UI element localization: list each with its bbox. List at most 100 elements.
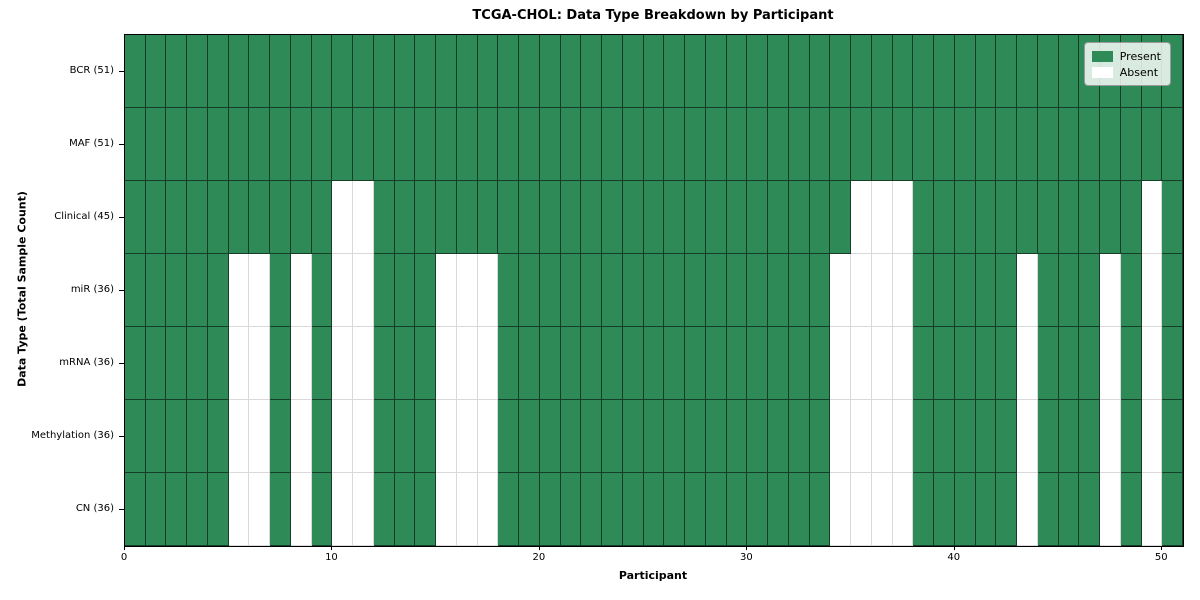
heatmap-cell — [539, 108, 561, 181]
heatmap-cell — [353, 108, 374, 181]
heatmap-cell — [602, 35, 623, 108]
heatmap-cell — [622, 108, 644, 181]
heatmap-cell — [830, 327, 852, 400]
heatmap-cell — [1141, 327, 1163, 400]
heatmap-cell — [1017, 35, 1038, 108]
heatmap-cell — [830, 254, 852, 327]
row-label: Methylation (36) — [31, 429, 114, 441]
heatmap-cell — [892, 108, 914, 181]
heatmap-cell — [207, 254, 229, 327]
heatmap-cell — [353, 181, 374, 254]
heatmap-cell — [1037, 254, 1059, 327]
heatmap-cell — [871, 254, 893, 327]
heatmap-cell — [560, 400, 582, 473]
heatmap-cell — [166, 327, 188, 400]
heatmap-cell — [1162, 327, 1183, 400]
heatmap-cell — [747, 108, 769, 181]
y-tick-mark — [119, 362, 124, 364]
heatmap-cell — [809, 327, 831, 400]
heatmap-cell — [166, 108, 188, 181]
heatmap-cell — [768, 35, 789, 108]
heatmap-cell — [1162, 108, 1183, 181]
heatmap-cell — [394, 181, 416, 254]
heatmap-cell — [685, 400, 706, 473]
x-tick-label: 0 — [120, 552, 128, 563]
heatmap-cell — [602, 254, 623, 327]
heatmap-cell — [373, 35, 395, 108]
heatmap-cell — [270, 181, 291, 254]
heatmap-cell — [768, 327, 789, 400]
heatmap-cell — [685, 254, 706, 327]
heatmap-cell — [954, 108, 976, 181]
heatmap-cell — [1120, 108, 1142, 181]
heatmap-cell — [166, 254, 188, 327]
heatmap-cell — [394, 400, 416, 473]
heatmap-cell — [456, 35, 478, 108]
heatmap-cell — [270, 254, 291, 327]
heatmap-cell — [311, 181, 333, 254]
heatmap-cell — [373, 400, 395, 473]
heatmap-cell — [664, 400, 686, 473]
heatmap-cell — [788, 327, 810, 400]
heatmap-cell — [1058, 254, 1080, 327]
legend-swatch-absent — [1091, 66, 1113, 78]
legend-label-present: Present — [1119, 49, 1161, 63]
heatmap-cell — [892, 254, 914, 327]
heatmap-cell — [207, 400, 229, 473]
heatmap-cell — [477, 108, 499, 181]
heatmap-cell — [602, 327, 623, 400]
heatmap-cell — [477, 327, 499, 400]
heatmap-cell — [498, 181, 520, 254]
heatmap-cell — [913, 473, 935, 546]
heatmap-cell — [373, 181, 395, 254]
heatmap-cell — [436, 108, 457, 181]
heatmap-cell — [125, 327, 146, 400]
heatmap-cell — [290, 108, 312, 181]
heatmap-cell — [726, 327, 748, 400]
heatmap-cell — [581, 35, 603, 108]
heatmap-cell — [353, 254, 374, 327]
x-tick-mark — [538, 546, 540, 550]
heatmap-cell — [249, 400, 271, 473]
heatmap-cell — [436, 400, 457, 473]
legend-entry-absent: Absent — [1091, 64, 1161, 80]
heatmap-cell — [1037, 473, 1059, 546]
heatmap-cell — [228, 35, 250, 108]
heatmap-cell — [145, 473, 167, 546]
y-tick-mark — [119, 435, 124, 437]
heatmap-cell — [913, 254, 935, 327]
heatmap-cell — [954, 35, 976, 108]
heatmap-cell — [353, 327, 374, 400]
row-label: CN (36) — [75, 502, 114, 514]
heatmap-cell — [830, 35, 852, 108]
heatmap-cell — [996, 35, 1018, 108]
heatmap-cell — [1141, 181, 1163, 254]
heatmap-cell — [871, 400, 893, 473]
heatmap-cell — [145, 35, 167, 108]
heatmap-cell — [560, 473, 582, 546]
heatmap-cell — [954, 400, 976, 473]
heatmap-cell — [892, 327, 914, 400]
heatmap-cell — [415, 327, 437, 400]
heatmap-cell — [498, 327, 520, 400]
heatmap-cell — [519, 181, 540, 254]
heatmap-cell — [1037, 400, 1059, 473]
heatmap-cell — [892, 400, 914, 473]
heatmap-cell — [1100, 473, 1121, 546]
heatmap-cell — [290, 327, 312, 400]
heatmap-cell — [125, 400, 146, 473]
heatmap-cell — [539, 35, 561, 108]
heatmap-cell — [747, 327, 769, 400]
heatmap-cell — [332, 473, 354, 546]
heatmap-cell — [1037, 181, 1059, 254]
heatmap-cell — [768, 473, 789, 546]
heatmap-cell — [996, 181, 1018, 254]
heatmap-cell — [560, 181, 582, 254]
heatmap-cell — [996, 108, 1018, 181]
heatmap-cell — [1017, 108, 1038, 181]
heatmap-cell — [643, 254, 665, 327]
heatmap-cell — [311, 254, 333, 327]
heatmap-cell — [353, 35, 374, 108]
heatmap-cell — [145, 108, 167, 181]
heatmap-cell — [871, 35, 893, 108]
